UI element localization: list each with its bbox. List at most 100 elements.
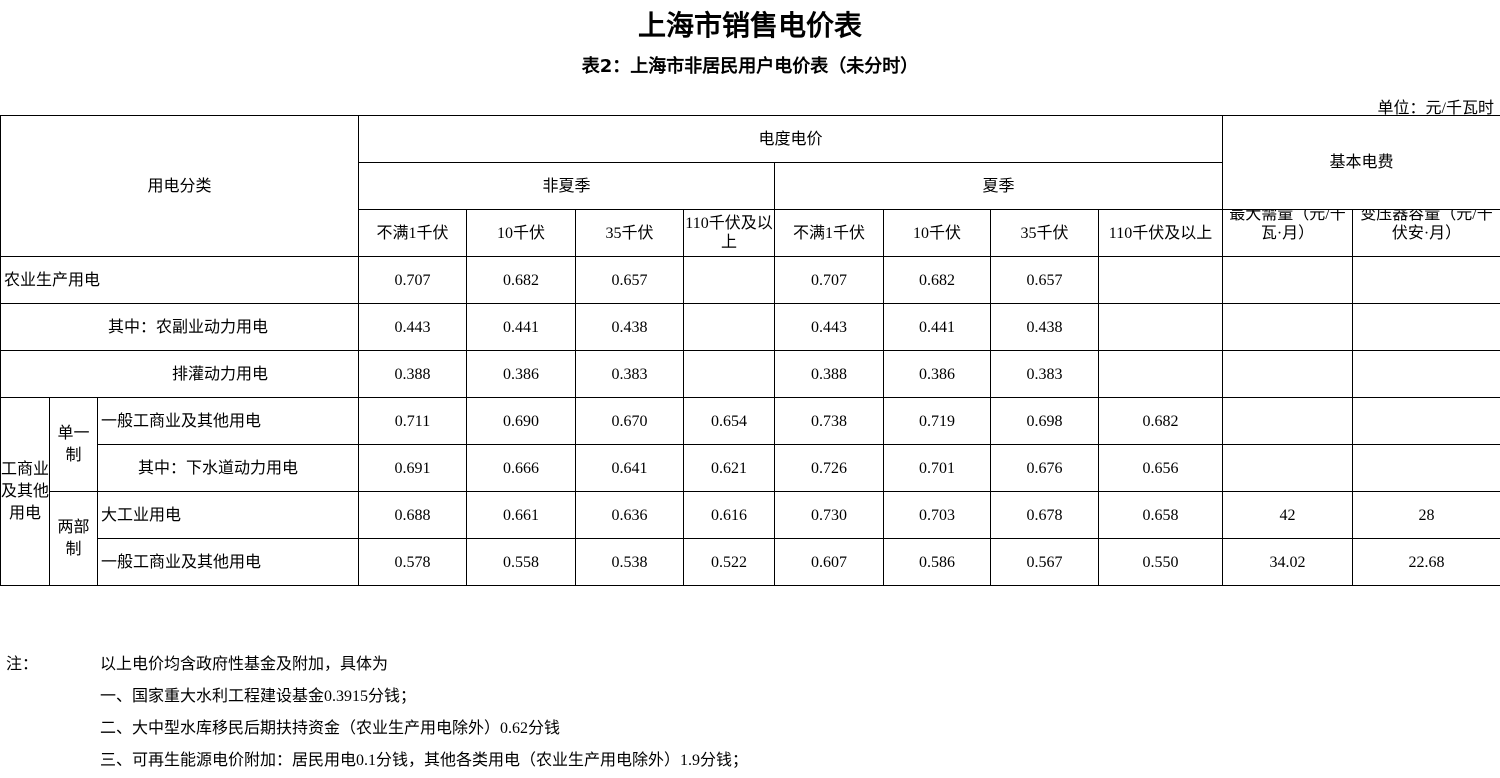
header-voltage: 35千伏	[991, 210, 1099, 257]
price-cell: 0.666	[467, 445, 576, 492]
price-cell: 0.443	[359, 304, 467, 351]
row-label: 其中：农副业动力用电	[1, 304, 359, 351]
price-cell: 0.703	[884, 492, 991, 539]
price-cell	[1353, 398, 1500, 445]
row-label: 大工业用电	[98, 492, 359, 539]
price-cell	[684, 304, 775, 351]
header-voltage: 不满1千伏	[359, 210, 467, 257]
price-cell: 0.726	[775, 445, 884, 492]
price-cell: 0.690	[467, 398, 576, 445]
price-cell: 0.388	[359, 351, 467, 398]
price-cell: 0.654	[684, 398, 775, 445]
price-cell: 0.682	[884, 257, 991, 304]
price-cell: 0.558	[467, 539, 576, 586]
header-non-summer: 非夏季	[359, 163, 775, 210]
price-cell: 0.661	[467, 492, 576, 539]
price-cell: 0.676	[991, 445, 1099, 492]
price-cell: 0.730	[775, 492, 884, 539]
header-voltage: 不满1千伏	[775, 210, 884, 257]
header-voltage: 110千伏及以上	[684, 210, 775, 257]
note-line: 一、国家重大水利工程建设基金0.3915分钱；	[100, 682, 416, 714]
note-line: 三、可再生能源电价附加：居民用电0.1分钱，其他各类用电（农业生产用电除外）1.…	[100, 746, 748, 778]
price-cell: 0.701	[884, 445, 991, 492]
price-cell: 0.586	[884, 539, 991, 586]
price-cell: 0.691	[359, 445, 467, 492]
notes-label: 注：	[6, 650, 100, 682]
notes: 注：以上电价均含政府性基金及附加，具体为 一、国家重大水利工程建设基金0.391…	[6, 650, 748, 778]
price-cell: 22.68	[1353, 539, 1500, 586]
price-cell: 0.698	[991, 398, 1099, 445]
price-cell: 0.388	[775, 351, 884, 398]
price-cell: 0.616	[684, 492, 775, 539]
price-cell: 0.538	[576, 539, 684, 586]
price-cell: 0.678	[991, 492, 1099, 539]
header-basic-fee: 基本电费	[1223, 116, 1500, 210]
price-cell	[1353, 304, 1500, 351]
price-cell	[1223, 351, 1353, 398]
price-cell	[684, 351, 775, 398]
price-cell: 0.682	[467, 257, 576, 304]
row-label: 其中：下水道动力用电	[98, 445, 359, 492]
price-cell: 0.621	[684, 445, 775, 492]
price-cell: 0.443	[775, 304, 884, 351]
group-two-part: 两部制	[50, 492, 98, 586]
price-cell: 0.656	[1099, 445, 1223, 492]
price-cell	[1223, 304, 1353, 351]
price-cell: 0.438	[576, 304, 684, 351]
header-voltage: 10千伏	[467, 210, 576, 257]
price-cell: 0.441	[884, 304, 991, 351]
price-cell	[1099, 351, 1223, 398]
price-cell: 0.719	[884, 398, 991, 445]
price-cell	[1353, 351, 1500, 398]
price-cell: 0.441	[467, 304, 576, 351]
price-cell: 0.641	[576, 445, 684, 492]
price-cell: 0.670	[576, 398, 684, 445]
price-cell: 0.438	[991, 304, 1099, 351]
price-cell	[1099, 257, 1223, 304]
header-energy-price: 电度电价	[359, 116, 1223, 163]
price-cell: 0.707	[359, 257, 467, 304]
price-cell	[1099, 304, 1223, 351]
price-cell: 0.607	[775, 539, 884, 586]
price-cell: 0.738	[775, 398, 884, 445]
header-summer: 夏季	[775, 163, 1223, 210]
price-cell: 0.383	[991, 351, 1099, 398]
table-subtitle: 表2：上海市非居民用户电价表（未分时）	[0, 52, 1500, 78]
price-cell: 0.386	[884, 351, 991, 398]
price-cell: 0.578	[359, 539, 467, 586]
header-max-demand: 最大需量（元/千瓦·月）	[1223, 210, 1353, 257]
price-cell: 0.657	[576, 257, 684, 304]
price-cell: 0.636	[576, 492, 684, 539]
price-cell	[1353, 445, 1500, 492]
row-label: 一般工商业及其他用电	[98, 539, 359, 586]
price-cell: 0.711	[359, 398, 467, 445]
row-label: 一般工商业及其他用电	[98, 398, 359, 445]
price-cell: 42	[1223, 492, 1353, 539]
price-cell	[1223, 445, 1353, 492]
price-cell: 0.567	[991, 539, 1099, 586]
header-voltage: 110千伏及以上	[1099, 210, 1223, 257]
header-transformer: 变压器容量（元/千伏安·月）	[1353, 210, 1500, 257]
price-cell	[1223, 257, 1353, 304]
price-cell	[1353, 257, 1500, 304]
price-cell: 0.658	[1099, 492, 1223, 539]
row-label: 排灌动力用电	[1, 351, 359, 398]
price-cell: 34.02	[1223, 539, 1353, 586]
price-cell: 0.383	[576, 351, 684, 398]
header-voltage: 35千伏	[576, 210, 684, 257]
page-title: 上海市销售电价表	[0, 4, 1500, 44]
header-voltage: 10千伏	[884, 210, 991, 257]
group-commercial: 工商业及其他用电	[1, 398, 50, 586]
header-category: 用电分类	[1, 116, 359, 257]
price-cell: 28	[1353, 492, 1500, 539]
price-cell: 0.550	[1099, 539, 1223, 586]
price-cell: 0.688	[359, 492, 467, 539]
